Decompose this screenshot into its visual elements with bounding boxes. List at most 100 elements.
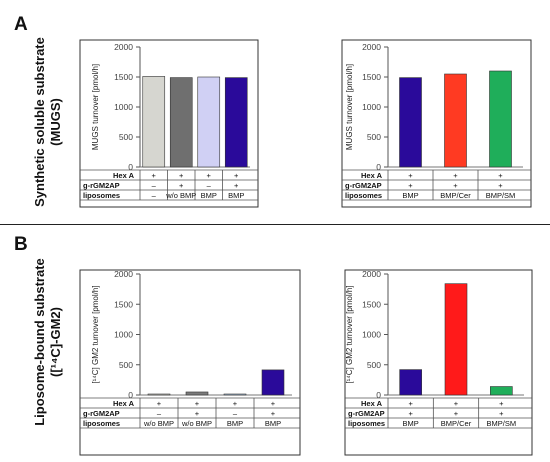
bar <box>444 73 467 168</box>
table-cell: + <box>233 399 238 408</box>
table-row-label: g-rGM2AP <box>348 409 385 418</box>
chart-frame <box>79 39 259 208</box>
chart-frame <box>341 39 532 208</box>
table-cell: + <box>157 399 162 408</box>
table-cell: + <box>454 399 459 408</box>
chart-2: 0 500 1000 1500 2000 MUGS turnover [pmol/h] He… <box>341 39 532 208</box>
bar <box>399 77 422 168</box>
table-cell: + <box>195 399 200 408</box>
table-cell: BMP/Cer <box>440 191 471 200</box>
chart-3: 0 500 1000 1500 2000 [¹⁴C] GM2 turnover [pmol… <box>79 269 301 456</box>
table-row-label: liposomes <box>83 419 120 428</box>
table-cell: BMP <box>403 419 419 428</box>
table-cell: + <box>499 409 504 418</box>
y-tick-label: 500 <box>119 132 133 142</box>
bar <box>261 369 285 396</box>
y-tick-label: 1000 <box>114 330 133 340</box>
table-cell: – <box>152 181 157 190</box>
table-cell: + <box>195 409 200 418</box>
table-cell: + <box>453 181 458 190</box>
chart-4: 0 500 1000 1500 2000 [¹⁴C] GM2 turnover [pmol… <box>344 269 533 456</box>
y-tick-label: 1000 <box>114 102 133 112</box>
table-cell: + <box>271 399 276 408</box>
y-tick-label: 500 <box>367 360 381 370</box>
panel-a-letter: A <box>14 14 28 35</box>
panel-b-letter: B <box>14 234 28 255</box>
panel-divider <box>0 224 550 225</box>
y-tick-label: 2000 <box>362 269 381 279</box>
y-axis-label: MUGS turnover [pmol/h] <box>91 64 100 150</box>
y-tick-label: 2000 <box>114 42 133 52</box>
bar <box>399 369 422 396</box>
table-cell: + <box>152 171 157 180</box>
y-tick-label: 0 <box>128 390 133 400</box>
table-cell: – <box>152 191 157 200</box>
table-row-label: g-rGM2AP <box>83 409 120 418</box>
y-tick-label: 1500 <box>362 299 381 309</box>
y-tick-label: 500 <box>119 360 133 370</box>
table-cell: BMP/SM <box>486 191 516 200</box>
y-axis-label: [¹⁴C] GM2 turnover [pmol/h] <box>345 285 354 383</box>
y-tick-label: 0 <box>128 162 133 172</box>
y-tick-label: 2000 <box>362 42 381 52</box>
table-cell: + <box>498 181 503 190</box>
y-axis-label: [¹⁴C] GM2 turnover [pmol/h] <box>91 285 100 383</box>
y-tick-label: 1500 <box>362 72 381 82</box>
table-cell: BMP <box>402 191 418 200</box>
y-tick-label: 500 <box>367 132 381 142</box>
y-tick-label: 1000 <box>362 102 381 112</box>
table-cell: + <box>179 181 184 190</box>
table-cell: – <box>207 181 212 190</box>
bar <box>197 76 221 168</box>
table-cell: + <box>453 171 458 180</box>
chart-1: 0 500 1000 1500 2000 MUGS turnover [pmol/h] He… <box>79 39 259 208</box>
table-cell: BMP/Cer <box>441 419 472 428</box>
y-tick-label: 1000 <box>362 330 381 340</box>
y-tick-label: 1500 <box>114 72 133 82</box>
y-tick-label: 2000 <box>114 269 133 279</box>
bar <box>169 77 193 168</box>
table-cell: + <box>408 181 413 190</box>
y-tick-label: 0 <box>376 162 381 172</box>
table-cell: + <box>454 409 459 418</box>
table-cell: + <box>408 399 413 408</box>
table-cell: + <box>408 409 413 418</box>
table-row-label: liposomes <box>83 191 120 200</box>
y-axis-label: MUGS turnover [pmol/h] <box>345 64 354 150</box>
table-cell: + <box>207 171 212 180</box>
bar <box>185 391 209 396</box>
bar <box>147 393 171 396</box>
table-row-label: liposomes <box>345 191 382 200</box>
bar <box>490 386 513 396</box>
table-cell: w/o BMP <box>165 191 196 200</box>
table-cell: + <box>499 399 504 408</box>
table-row-label: g-rGM2AP <box>345 181 382 190</box>
bar <box>223 393 247 396</box>
table-row-label: Hex A <box>113 399 135 408</box>
table-row-label: Hex A <box>113 171 135 180</box>
table-cell: – <box>233 409 238 418</box>
bar <box>444 283 468 396</box>
y-tick-label: 0 <box>376 390 381 400</box>
bar <box>224 77 248 168</box>
table-cell: + <box>234 181 239 190</box>
bar <box>142 76 166 168</box>
table-cell: + <box>234 171 239 180</box>
table-row-label: g-rGM2AP <box>83 181 120 190</box>
table-cell: BMP/SM <box>487 419 517 428</box>
chart-frame <box>344 269 533 456</box>
table-row-label: Hex A <box>361 399 383 408</box>
table-cell: w/o BMP <box>181 419 212 428</box>
table-row-label: liposomes <box>348 419 385 428</box>
table-cell: + <box>271 409 276 418</box>
bar <box>489 70 512 168</box>
table-cell: BMP <box>228 191 244 200</box>
table-row-label: Hex A <box>361 171 383 180</box>
table-cell: BMP <box>265 419 281 428</box>
table-cell: + <box>408 171 413 180</box>
table-cell: + <box>179 171 184 180</box>
table-cell: – <box>157 409 162 418</box>
table-cell: w/o BMP <box>143 419 174 428</box>
y-tick-label: 1500 <box>114 299 133 309</box>
